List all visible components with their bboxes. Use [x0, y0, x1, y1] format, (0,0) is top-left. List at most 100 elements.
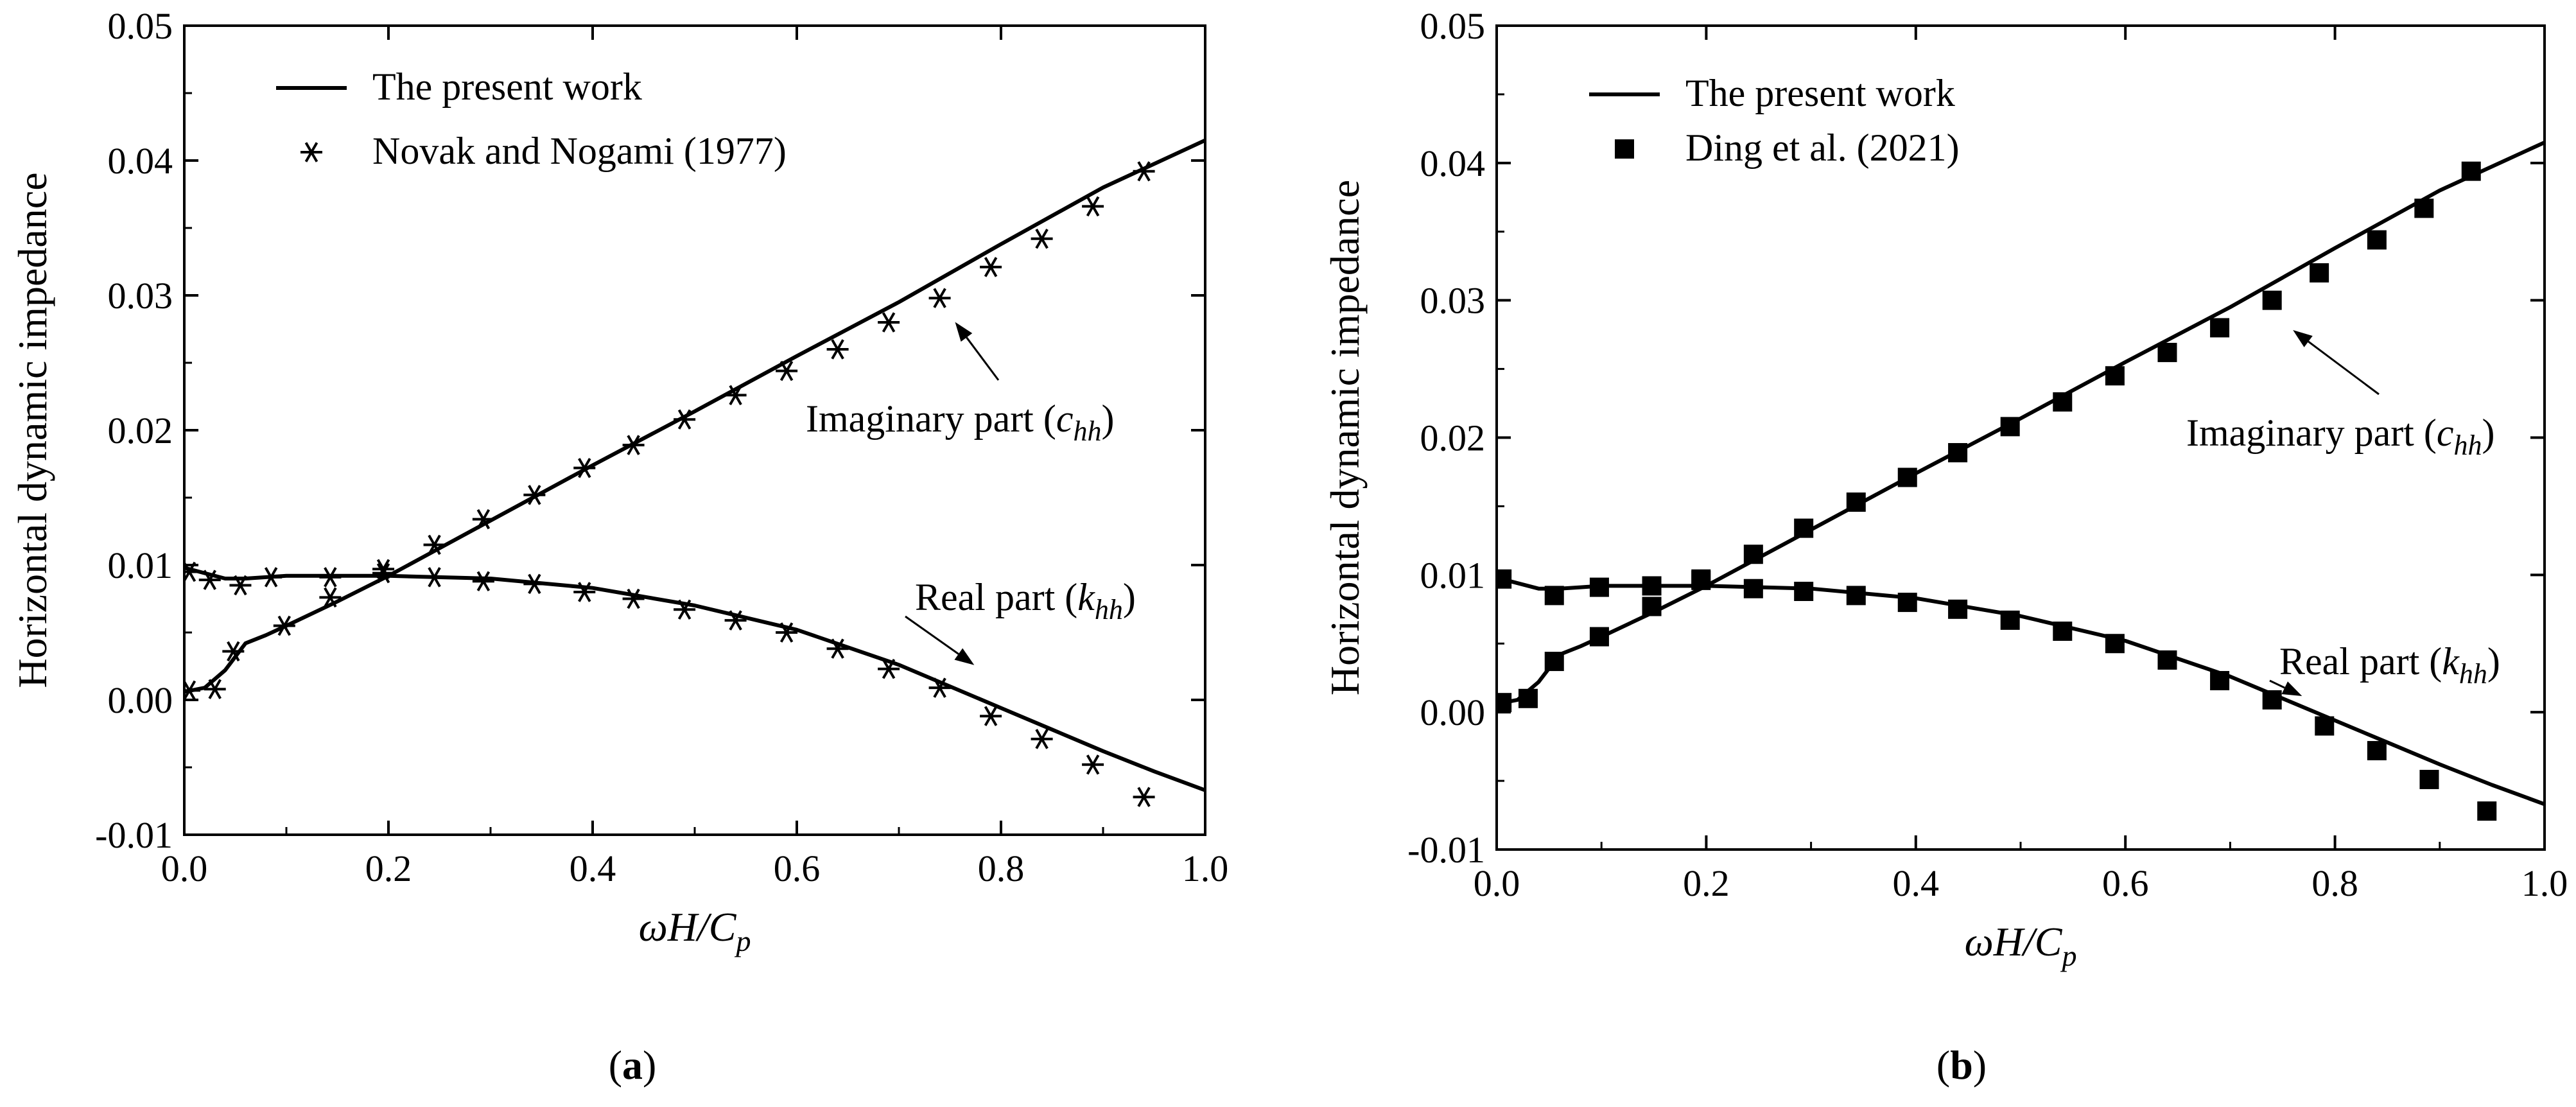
- data-point: [724, 385, 747, 406]
- x-tick-label: 0.6: [2102, 862, 2149, 904]
- y-tick-label: 0.05: [1420, 5, 1486, 47]
- data-point: [2414, 198, 2434, 218]
- data-point: [2053, 392, 2073, 412]
- panel-caption: (b): [1936, 1042, 1987, 1088]
- asterisk-stroke: [882, 658, 896, 679]
- data-point: [472, 509, 494, 530]
- caption-letter: b: [1950, 1042, 1973, 1088]
- x-tick-label: 0.4: [570, 848, 616, 889]
- legend-marker-swatch: [1615, 139, 1634, 159]
- arrow-imaginary-head: [955, 322, 973, 342]
- annotation-real-close: ): [2487, 640, 2500, 683]
- asterisk-stroke: [528, 485, 541, 505]
- y-tick-label: 0.03: [1420, 280, 1486, 322]
- data-point: [1642, 597, 1662, 616]
- panel-caption: (a): [609, 1042, 657, 1088]
- arrow-imaginary-shaft: [966, 336, 1000, 381]
- x-axis-title: ωH/Cp: [639, 904, 751, 957]
- y-tick-label: 0.04: [108, 140, 173, 182]
- annotation-imaginary-close: ): [1101, 397, 1114, 440]
- caption-letter: a: [622, 1042, 643, 1088]
- data-point: [2419, 769, 2439, 789]
- asterisk-stroke: [1035, 229, 1049, 249]
- x-axis-title-omega: ω: [639, 904, 668, 950]
- caption-open: (: [609, 1042, 622, 1088]
- data-point: [2157, 650, 2177, 670]
- annotation-imaginary-close: ): [2482, 412, 2494, 454]
- legend-label-line: The present work: [372, 65, 642, 108]
- annotation-real-var: k: [2442, 640, 2460, 683]
- x-tick-label: 0.6: [774, 848, 821, 889]
- data-point: [776, 360, 798, 381]
- asterisk-stroke: [528, 573, 541, 595]
- data-point: [1031, 229, 1053, 249]
- data-point: [928, 677, 951, 698]
- legend-label-marker: Novak and Nogami (1977): [372, 130, 787, 172]
- annotation-real: Real part (khh): [2279, 640, 2500, 690]
- y-axis-title: Horizontal dynamic impedance: [1322, 180, 1368, 695]
- data-point: [2367, 230, 2387, 250]
- asterisk-stroke: [304, 142, 318, 162]
- asterisk-stroke: [578, 458, 591, 478]
- asterisk-stroke: [984, 706, 998, 726]
- annotation-imaginary-var: c: [2437, 412, 2454, 454]
- arrow-real-shaft: [905, 615, 959, 655]
- x-tick-label: 0.2: [1683, 862, 1730, 904]
- data-point: [1544, 652, 1564, 672]
- data-point: [622, 435, 645, 455]
- annotation-real-var: k: [1077, 576, 1095, 618]
- caption-close: ): [643, 1042, 656, 1088]
- caption-close: ): [1973, 1042, 1987, 1088]
- x-tick-label: 0.0: [1474, 862, 1520, 904]
- annotation-real-text: Real part (: [2279, 640, 2442, 683]
- asterisk-stroke: [184, 561, 196, 582]
- y-tick-label: 0.02: [1420, 417, 1486, 459]
- data-point: [1497, 569, 1512, 589]
- asterisk-stroke: [227, 641, 240, 662]
- y-tick-label: 0.01: [108, 545, 173, 586]
- annotation-imaginary-var: c: [1056, 397, 1074, 440]
- asterisk-stroke: [677, 409, 692, 430]
- data-point: [1794, 581, 1814, 601]
- data-point: [573, 458, 596, 478]
- asterisk-stroke: [277, 615, 292, 636]
- asterisk-stroke: [476, 571, 491, 591]
- data-point: [423, 567, 446, 588]
- asterisk-stroke: [324, 587, 337, 608]
- x-tick-label: 0.0: [161, 848, 208, 889]
- x-tick-label: 1.0: [2521, 862, 2568, 904]
- y-tick-label: 0.00: [108, 679, 173, 721]
- legend-label-marker: Ding et al. (2021): [1685, 126, 1960, 169]
- x-tick-label: 1.0: [1182, 848, 1229, 889]
- legend-label-line: The present work: [1685, 72, 1955, 114]
- x-axis-title-main: H/C: [1993, 919, 2063, 964]
- caption-open: (: [1936, 1042, 1950, 1088]
- asterisk-stroke: [729, 610, 742, 631]
- data-point: [980, 257, 1002, 277]
- x-axis-title-omega: ω: [1965, 919, 1994, 964]
- x-axis-title-main: H/C: [667, 904, 737, 950]
- annotation-imaginary-sub: hh: [1073, 415, 1101, 447]
- y-tick-label: -0.01: [95, 814, 173, 856]
- y-tick-label: 0.01: [1420, 554, 1486, 596]
- asterisk-stroke: [627, 588, 640, 609]
- asterisk-stroke: [677, 599, 692, 620]
- annotation-real-text: Real part (: [915, 576, 1077, 618]
- legend-marker-swatch: [300, 142, 322, 162]
- data-point: [2262, 290, 2282, 310]
- data-point: [1846, 586, 1866, 606]
- data-point: [319, 567, 342, 588]
- annotation-imaginary-text: Imaginary part (: [2186, 412, 2437, 454]
- asterisk-stroke: [1137, 787, 1151, 807]
- x-tick-label: 0.8: [978, 848, 1025, 889]
- arrow-imaginary-head: [2293, 330, 2313, 347]
- annotation-imaginary-text: Imaginary part (: [806, 397, 1056, 440]
- data-point: [523, 485, 546, 505]
- annotation-real-sub: hh: [2459, 658, 2487, 690]
- data-point: [1897, 593, 1917, 613]
- data-point: [204, 679, 226, 699]
- x-tick-label: 0.8: [2311, 862, 2358, 904]
- asterisk-stroke: [376, 562, 390, 584]
- data-point: [2000, 610, 2020, 630]
